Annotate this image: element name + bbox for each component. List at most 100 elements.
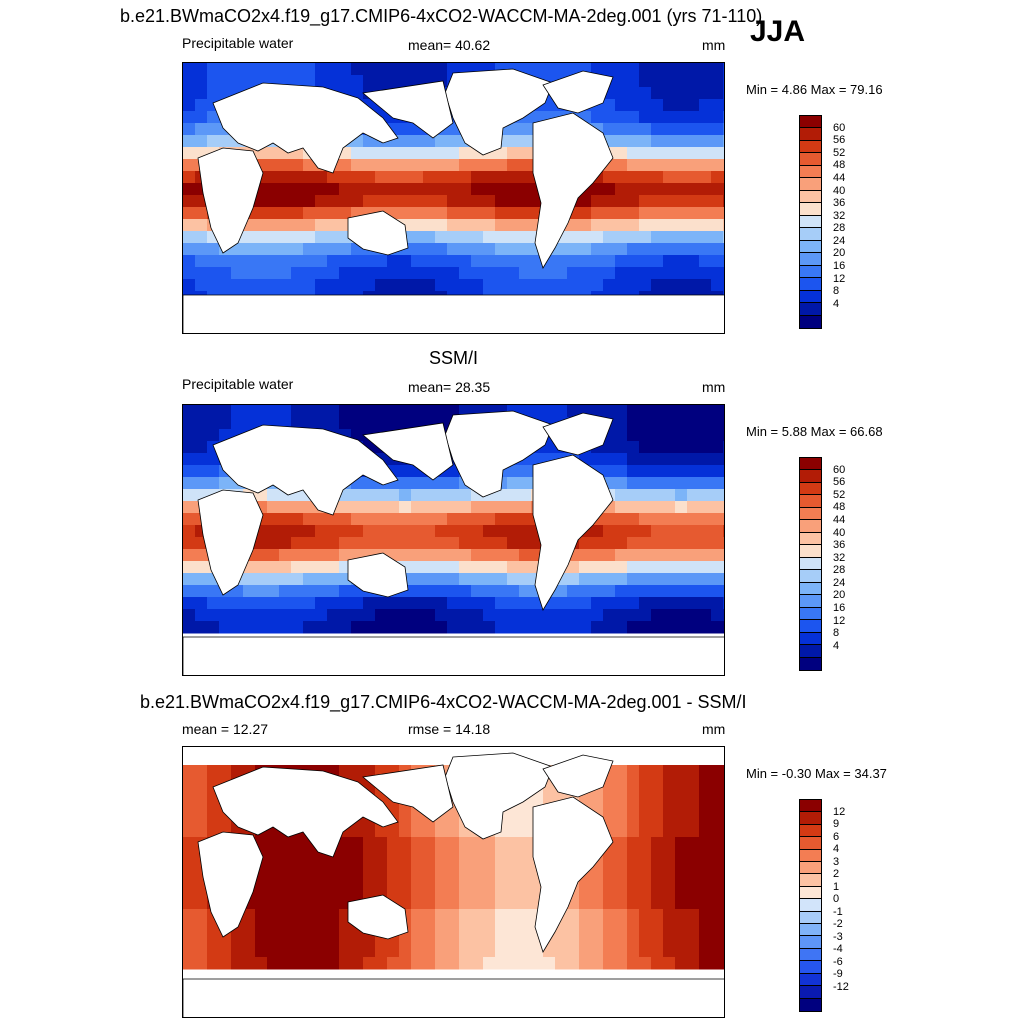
field-cell (351, 147, 364, 160)
field-cell (555, 267, 568, 280)
field-cell (411, 255, 424, 268)
field-cell (603, 777, 616, 790)
field-cell (663, 417, 676, 430)
field-cell (555, 597, 568, 610)
field-cell (627, 933, 640, 946)
field-cell (243, 597, 256, 610)
field-cell (279, 243, 292, 256)
field-cell (291, 279, 304, 292)
field-cell (219, 945, 232, 958)
field-cell (471, 501, 484, 514)
field-cell (327, 945, 340, 958)
land-outline (212, 424, 399, 516)
field-cell (219, 597, 232, 610)
field-cell (351, 609, 364, 622)
field-cell (507, 135, 520, 148)
field-cell (435, 255, 448, 268)
field-cell (495, 549, 508, 562)
field-cell (267, 171, 280, 184)
field-cell (291, 549, 304, 562)
field-cell (507, 837, 520, 850)
field-cell (495, 537, 508, 550)
field-cell (255, 219, 268, 232)
field-cell (699, 825, 712, 838)
field-cell (663, 111, 676, 124)
land-outline (532, 112, 614, 269)
field-cell (279, 159, 292, 172)
field-cell (339, 873, 352, 886)
field-cell (435, 573, 448, 586)
field-cell (267, 909, 280, 922)
field-cell (663, 135, 676, 148)
field-cell (363, 489, 376, 502)
field-cell (591, 561, 604, 574)
field-cell (195, 429, 208, 442)
field-cell (291, 861, 304, 874)
field-cell (387, 621, 400, 634)
field-cell (639, 801, 652, 814)
field-cell (543, 441, 556, 454)
field-cell (183, 405, 196, 418)
field-cell (363, 147, 376, 160)
field-cell (207, 429, 220, 442)
field-cell (699, 801, 712, 814)
field-cell (627, 195, 640, 208)
field-cell (435, 537, 448, 550)
colorbar-swatch (800, 315, 821, 328)
field-cell (423, 933, 436, 946)
field-cell (687, 873, 700, 886)
field-cell (519, 813, 532, 826)
field-cell (627, 489, 640, 502)
field-cell (615, 111, 628, 124)
field-cell (663, 933, 676, 946)
field-cell (411, 873, 424, 886)
field-cell (723, 183, 724, 196)
field-cell (639, 525, 652, 538)
field-cell (507, 909, 520, 922)
field-cell (651, 429, 664, 442)
field-cell (435, 267, 448, 280)
field-cell (627, 777, 640, 790)
field-cell (327, 933, 340, 946)
field-cell (411, 501, 424, 514)
field-cell (687, 63, 700, 76)
field-cell (219, 621, 232, 634)
field-cell (699, 429, 712, 442)
field-cell (483, 231, 496, 244)
field-cell (363, 75, 376, 88)
field-cell (339, 597, 352, 610)
field-cell (651, 207, 664, 220)
field-cell (615, 417, 628, 430)
field-cell (183, 267, 196, 280)
field-cell (183, 825, 196, 838)
field-cell (711, 909, 724, 922)
field-cell (207, 87, 220, 100)
field-cell (483, 873, 496, 886)
field-cell (675, 873, 688, 886)
field-cell (411, 945, 424, 958)
field-cell (603, 789, 616, 802)
field-cell (699, 477, 712, 490)
field-cell (723, 777, 724, 790)
field-cell (507, 255, 520, 268)
field-cell (351, 873, 364, 886)
field-cell (519, 861, 532, 874)
field-cell (351, 957, 364, 970)
field-cell (651, 111, 664, 124)
field-cell (519, 123, 532, 136)
field-cell (255, 549, 268, 562)
field-cell (519, 837, 532, 850)
field-cell (411, 861, 424, 874)
field-cell (603, 897, 616, 910)
field-cell (291, 159, 304, 172)
field-cell (183, 837, 196, 850)
colorbar-swatch (800, 800, 821, 813)
field-cell (603, 405, 616, 418)
field-cell (615, 279, 628, 292)
panel2-units-label: mm (702, 379, 726, 395)
field-cell (351, 885, 364, 898)
field-cell (315, 63, 328, 76)
field-cell (183, 231, 196, 244)
field-cell (183, 255, 196, 268)
field-cell (207, 585, 220, 598)
